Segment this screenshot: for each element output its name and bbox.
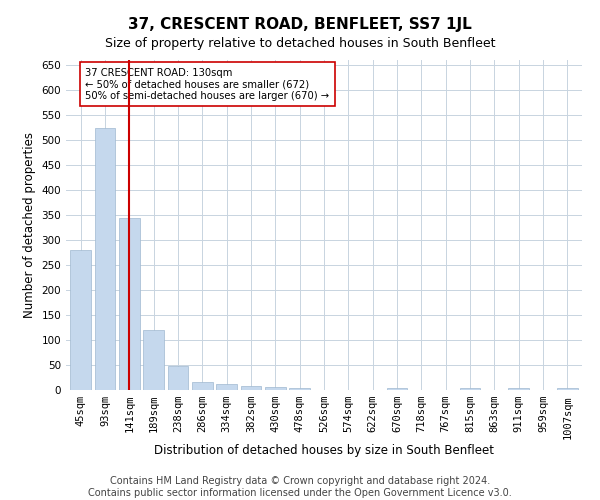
Bar: [70, 250, 91, 390]
Bar: [119, 218, 140, 390]
Text: Size of property relative to detached houses in South Benfleet: Size of property relative to detached ho…: [105, 38, 495, 51]
Bar: [95, 128, 115, 390]
Y-axis label: Number of detached properties: Number of detached properties: [23, 132, 36, 318]
Bar: [167, 366, 188, 390]
Bar: [216, 384, 237, 390]
Text: 37 CRESCENT ROAD: 130sqm
← 50% of detached houses are smaller (672)
50% of semi-: 37 CRESCENT ROAD: 130sqm ← 50% of detach…: [85, 68, 329, 100]
Text: 37, CRESCENT ROAD, BENFLEET, SS7 1JL: 37, CRESCENT ROAD, BENFLEET, SS7 1JL: [128, 18, 472, 32]
Bar: [289, 388, 310, 390]
Bar: [557, 388, 578, 390]
Text: Contains HM Land Registry data © Crown copyright and database right 2024.
Contai: Contains HM Land Registry data © Crown c…: [88, 476, 512, 498]
Bar: [192, 382, 212, 390]
X-axis label: Distribution of detached houses by size in South Benfleet: Distribution of detached houses by size …: [154, 444, 494, 457]
Bar: [143, 330, 164, 390]
Bar: [265, 386, 286, 390]
Bar: [508, 388, 529, 390]
Bar: [386, 388, 407, 390]
Bar: [241, 386, 262, 390]
Bar: [460, 388, 481, 390]
